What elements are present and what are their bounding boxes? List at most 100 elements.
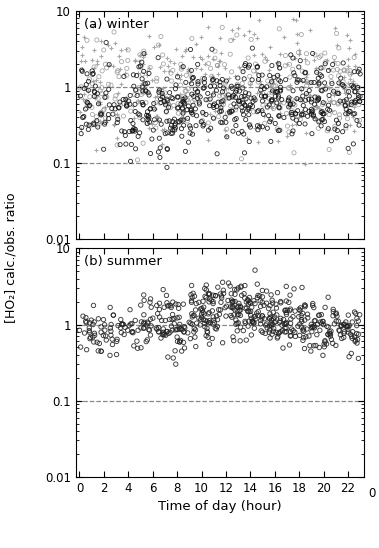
Point: [295, 322, 301, 330]
Point: [243, 115, 249, 124]
Point: [98, 118, 104, 127]
Point: [181, 98, 187, 107]
Point: [277, 99, 283, 107]
Point: [310, 323, 316, 332]
Point: [304, 69, 310, 78]
Point: [343, 110, 349, 118]
Point: [141, 47, 147, 55]
Point: [223, 302, 229, 311]
Point: [247, 123, 254, 132]
Point: [175, 109, 182, 118]
Point: [125, 326, 131, 335]
Point: [218, 98, 224, 106]
Point: [91, 317, 97, 326]
Point: [264, 124, 270, 133]
Point: [145, 79, 151, 88]
Point: [158, 98, 164, 107]
Point: [312, 115, 318, 123]
Point: [335, 59, 341, 68]
Point: [222, 91, 228, 100]
Point: [211, 100, 218, 109]
Point: [194, 319, 200, 328]
Point: [356, 83, 362, 92]
Point: [281, 113, 287, 122]
Point: [241, 110, 247, 119]
Point: [171, 314, 177, 323]
Point: [181, 322, 187, 331]
Point: [268, 79, 274, 88]
Point: [87, 334, 93, 343]
Point: [293, 119, 299, 128]
Point: [330, 89, 336, 98]
Point: [302, 96, 309, 105]
Point: [126, 96, 132, 105]
Point: [340, 59, 346, 67]
Point: [328, 72, 334, 81]
Point: [269, 78, 276, 87]
Point: [285, 96, 291, 105]
Point: [98, 328, 104, 336]
Point: [267, 310, 273, 318]
Point: [263, 287, 269, 295]
Point: [138, 317, 144, 326]
Point: [276, 59, 282, 68]
Point: [232, 105, 238, 114]
Point: [267, 87, 273, 96]
Point: [266, 65, 272, 74]
Point: [347, 66, 353, 75]
Point: [140, 101, 146, 110]
Point: [122, 131, 128, 140]
Point: [348, 100, 354, 109]
Point: [290, 65, 296, 73]
Point: [141, 318, 147, 327]
Point: [138, 344, 144, 352]
Point: [200, 84, 206, 93]
Point: [233, 114, 239, 123]
Point: [201, 83, 207, 92]
Point: [135, 326, 141, 335]
Point: [340, 81, 346, 89]
Point: [296, 76, 302, 84]
Point: [354, 314, 360, 323]
Point: [283, 328, 290, 336]
Point: [114, 335, 120, 344]
Point: [152, 118, 158, 127]
Point: [114, 68, 120, 77]
Point: [190, 98, 196, 106]
Point: [248, 314, 254, 323]
Point: [190, 101, 196, 110]
Point: [116, 52, 122, 61]
Point: [202, 70, 208, 78]
Point: [284, 60, 290, 68]
Point: [235, 284, 241, 293]
Point: [251, 296, 257, 305]
Point: [326, 65, 332, 73]
Point: [84, 345, 90, 354]
Point: [296, 50, 302, 59]
Point: [350, 140, 356, 149]
Point: [237, 306, 243, 315]
Point: [341, 320, 347, 329]
Point: [325, 105, 331, 113]
Point: [274, 124, 280, 133]
Point: [125, 56, 131, 65]
Point: [337, 77, 343, 86]
Point: [352, 336, 359, 345]
Point: [110, 311, 116, 319]
Point: [179, 104, 185, 112]
Point: [203, 95, 209, 104]
Point: [282, 319, 288, 328]
Point: [92, 94, 98, 102]
Point: [168, 129, 174, 138]
Point: [166, 329, 172, 338]
Point: [98, 347, 104, 356]
Point: [233, 121, 239, 130]
Point: [94, 60, 100, 68]
Point: [94, 338, 100, 347]
Point: [233, 320, 239, 329]
Point: [205, 59, 211, 68]
Point: [266, 111, 272, 120]
Point: [94, 56, 100, 65]
Point: [185, 328, 191, 337]
Point: [86, 121, 92, 129]
